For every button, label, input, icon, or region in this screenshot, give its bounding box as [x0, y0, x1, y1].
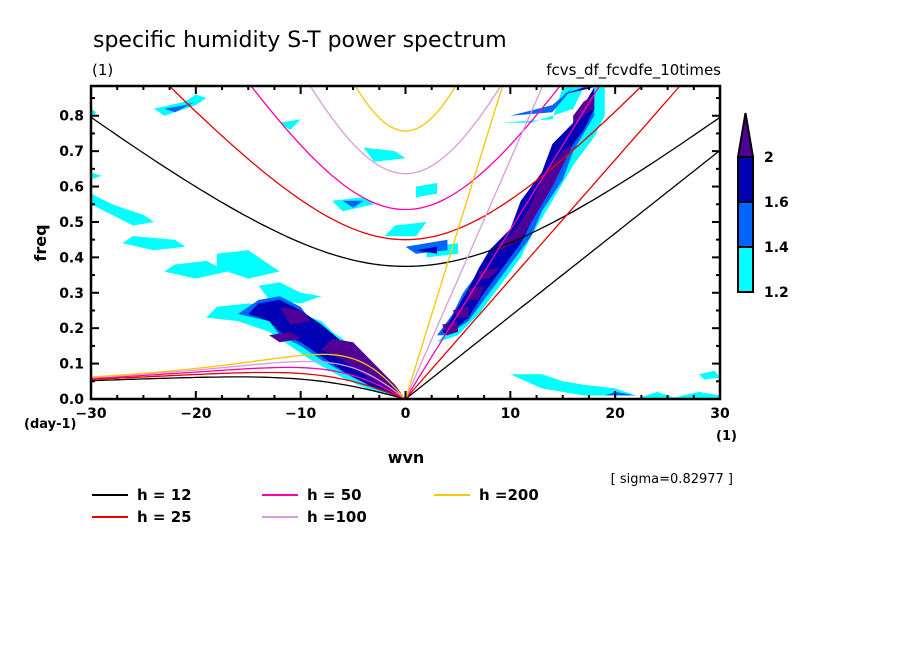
- colorbar-segment: [737, 156, 754, 203]
- legend-label: h = 25: [137, 508, 192, 526]
- power-region-1.2: [363, 147, 406, 162]
- y-tick-label: 0.6: [59, 180, 84, 196]
- power-region-1.2: [279, 119, 301, 130]
- kelvin-curve-h50: [404, 86, 601, 399]
- y-tick-label: 0.4: [59, 250, 84, 266]
- colorbar: 1.2 1.4 1.6 2: [736, 112, 789, 301]
- rossby-curve-h200: [91, 353, 406, 399]
- x-tick-label: 20: [605, 406, 625, 422]
- legend-item: h =200: [434, 486, 539, 504]
- legend-label: h =100: [307, 508, 367, 526]
- power-region-1.6: [442, 87, 595, 336]
- y-tick-label: 0.3: [59, 286, 84, 302]
- colorbar-segment: [737, 201, 754, 248]
- legend-label: h = 12: [137, 486, 192, 504]
- kelvin-curve-h100: [404, 86, 544, 399]
- axis-ticks: [90, 86, 721, 400]
- x-tick-label: 30: [710, 406, 730, 422]
- x-tick-labels: −30 −20 −10 0 10 20 30: [75, 406, 730, 422]
- power-region-1.2: [416, 183, 437, 198]
- power-region-1.2: [122, 236, 186, 251]
- power-region-1.4: [604, 391, 637, 396]
- y-tick-label: 0.8: [59, 109, 84, 125]
- legend-item: h = 12: [92, 486, 192, 504]
- colorbar-segment: [737, 246, 754, 293]
- power-region-1.2: [91, 172, 102, 180]
- subtitle-right: fcvs_df_fcvdfe_10times: [546, 61, 721, 80]
- ig-curve-h50: [250, 86, 561, 211]
- y-tick-label: 0.1: [59, 357, 84, 373]
- legend-label: h = 50: [307, 486, 362, 504]
- power-region-1.6: [416, 246, 437, 254]
- y-tick-label: 0.2: [59, 321, 84, 337]
- colorbar-extend-triangle: [736, 112, 755, 158]
- y-unit-label: (day-1): [24, 417, 76, 432]
- colorbar-label: 2: [764, 150, 774, 166]
- power-region-1.4: [342, 200, 364, 208]
- rossby-curve-h25: [91, 371, 406, 399]
- y-tick-label: 0.0: [59, 392, 84, 408]
- chart-title: specific humidity S-T power spectrum: [93, 28, 507, 53]
- kelvin-curve-h25: [405, 86, 681, 399]
- power-region-1.2: [164, 260, 228, 279]
- power-region-2: [478, 268, 500, 279]
- power-region-2: [279, 306, 312, 325]
- legend-item: h = 50: [262, 486, 362, 504]
- power-region-1.2: [510, 374, 637, 396]
- y-axis-label: freq: [31, 224, 50, 261]
- y-tick-label: 0.5: [59, 215, 84, 231]
- power-region-2: [499, 144, 574, 251]
- power-region-1.2: [699, 370, 720, 380]
- x-unit-label: (1): [716, 429, 737, 444]
- ig-curve-h25: [168, 86, 643, 241]
- power-region-2: [573, 94, 595, 123]
- rossby-curve-h100: [91, 360, 406, 399]
- legend-label: h =200: [479, 486, 539, 504]
- y-tick-labels: 0.0 0.1 0.2 0.3 0.4 0.5 0.6 0.7 0.8: [59, 109, 84, 408]
- ig-curve-h200: [354, 86, 457, 132]
- legend-item: h = 25: [92, 508, 192, 526]
- power-region-1.2: [153, 94, 207, 116]
- kelvin-curve-h200: [404, 86, 504, 399]
- x-tick-label: 0: [401, 406, 411, 422]
- plot-frame: [89, 84, 722, 401]
- legend: h = 12 h = 25 h = 50 h =100 h =200: [92, 486, 539, 526]
- x-tick-label: −30: [75, 406, 106, 422]
- x-tick-label: −10: [285, 406, 316, 422]
- power-region-2: [468, 285, 485, 300]
- x-tick-label: −20: [180, 406, 211, 422]
- x-axis-label: wvn: [388, 448, 425, 467]
- power-region-1.2: [216, 250, 280, 279]
- ig-curve-h12: [91, 116, 720, 268]
- power-region-1.2: [384, 222, 427, 237]
- colorbar-label: 1.4: [764, 240, 789, 256]
- power-region-2: [269, 331, 301, 343]
- legend-item: h =100: [262, 508, 367, 526]
- power-region-2: [452, 306, 469, 318]
- ig-curve-h100: [309, 86, 502, 175]
- rossby-curve-h50: [91, 366, 406, 399]
- sigma-annotation: [ sigma=0.82977 ]: [611, 472, 733, 487]
- power-region-1.2: [91, 193, 154, 226]
- rossby-curve-h12: [91, 376, 406, 399]
- power-shading: [91, 87, 720, 399]
- dispersion-curves: [91, 86, 720, 399]
- x-tick-label: 10: [501, 406, 521, 422]
- subtitle-left: (1): [92, 61, 113, 79]
- colorbar-label: 1.6: [764, 195, 789, 211]
- colorbar-label: 1.2: [764, 285, 789, 301]
- y-tick-label: 0.7: [59, 144, 84, 160]
- kelvin-curve-h12: [405, 149, 720, 399]
